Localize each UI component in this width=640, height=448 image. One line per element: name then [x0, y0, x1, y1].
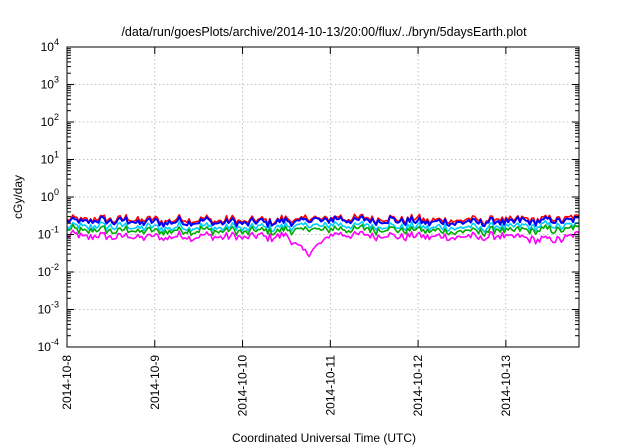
x-tick-label: 2014-10-9 — [148, 355, 162, 410]
series-line — [66, 215, 580, 229]
axis-ticks: 10-4 10-3 10-2 10-1 100 101 102 103 104 2014-10-8… — [38, 37, 579, 416]
y-tick-label: 10-1 — [38, 225, 59, 242]
x-tick-label: 2014-10-8 — [60, 355, 74, 410]
series-line — [66, 219, 580, 234]
y-tick-label: 10-4 — [38, 337, 59, 354]
x-axis-label: Coordinated Universal Time (UTC) — [232, 431, 416, 445]
series-line — [66, 229, 580, 258]
x-tick-label: 2014-10-13 — [499, 355, 513, 417]
series-line — [66, 223, 580, 237]
y-tick-label: 102 — [41, 112, 59, 129]
y-tick-label: 10-2 — [38, 262, 59, 279]
series-layer — [66, 213, 580, 258]
y-tick-label: 103 — [41, 75, 59, 92]
y-tick-label: 100 — [41, 187, 59, 204]
chart-title: /data/run/goesPlots/archive/2014-10-13/2… — [121, 25, 527, 39]
y-tick-label: 104 — [41, 37, 59, 54]
y-axis-label: cGy/day — [11, 175, 25, 219]
grid — [67, 47, 579, 347]
y-tick-label: 10-3 — [38, 300, 59, 317]
y-tick-label: 101 — [41, 150, 59, 167]
x-tick-label: 2014-10-10 — [236, 355, 250, 417]
x-tick-label: 2014-10-11 — [323, 355, 337, 416]
x-tick-label: 2014-10-12 — [411, 355, 425, 417]
